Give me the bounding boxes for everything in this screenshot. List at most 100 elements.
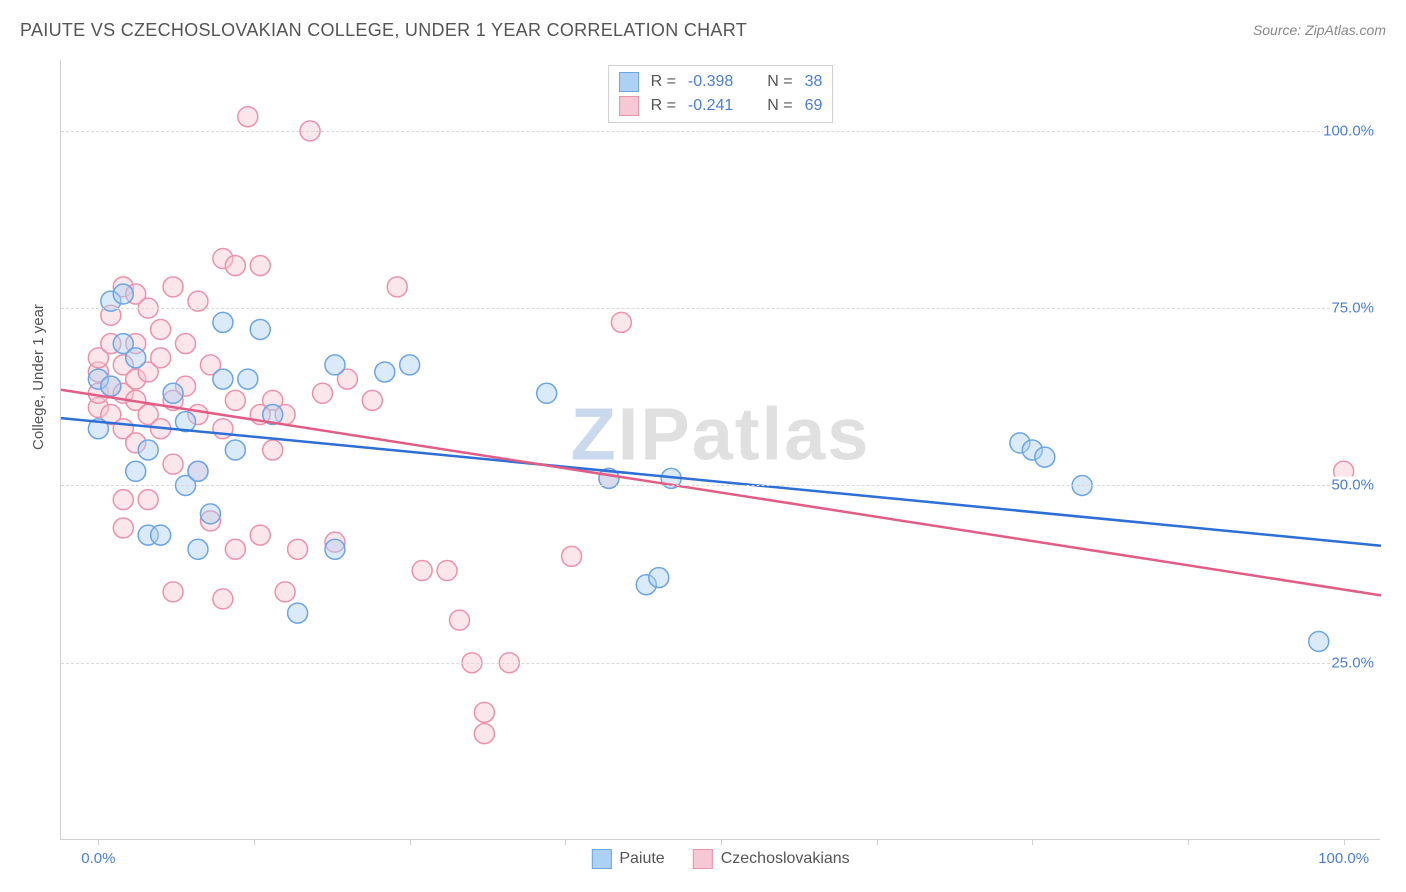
scatter-point — [649, 568, 669, 588]
scatter-point — [225, 390, 245, 410]
legend-swatch-paiute — [619, 72, 639, 92]
chart-title: PAIUTE VS CZECHOSLOVAKIAN COLLEGE, UNDER… — [20, 20, 747, 41]
scatter-point — [288, 603, 308, 623]
x-tick-mark — [254, 839, 255, 845]
x-tick-mark — [98, 839, 99, 845]
x-tick-label: 100.0% — [1318, 850, 1369, 867]
scatter-point — [225, 440, 245, 460]
r-label: R = — [651, 97, 676, 115]
scatter-point — [163, 582, 183, 602]
scatter-point — [163, 454, 183, 474]
x-tick-mark — [1188, 839, 1189, 845]
scatter-point — [238, 107, 258, 127]
scatter-point — [225, 539, 245, 559]
scatter-point — [375, 362, 395, 382]
y-tick-label: 25.0% — [1331, 654, 1382, 671]
r-value-paiute: -0.398 — [688, 73, 733, 91]
y-axis-label: College, Under 1 year — [30, 304, 47, 450]
scatter-point — [474, 702, 494, 722]
scatter-point — [213, 589, 233, 609]
scatter-point — [537, 383, 557, 403]
scatter-point — [1309, 631, 1329, 651]
scatter-point — [1035, 447, 1055, 467]
n-value-paiute: 38 — [805, 73, 823, 91]
legend-row-czech: R = -0.241 N = 69 — [619, 94, 823, 118]
scatter-point — [113, 490, 133, 510]
scatter-point — [225, 256, 245, 276]
x-tick-label: 0.0% — [81, 850, 115, 867]
scatter-point — [213, 419, 233, 439]
scatter-point — [188, 461, 208, 481]
scatter-point — [449, 610, 469, 630]
scatter-point — [250, 319, 270, 339]
correlation-legend: R = -0.398 N = 38 R = -0.241 N = 69 — [608, 65, 834, 123]
r-value-czech: -0.241 — [688, 97, 733, 115]
y-tick-label: 75.0% — [1331, 300, 1382, 317]
scatter-point — [138, 490, 158, 510]
gridline — [61, 485, 1380, 486]
scatter-point — [611, 312, 631, 332]
series-legend: Paiute Czechoslovakians — [591, 849, 849, 869]
legend-item-czech: Czechoslovakians — [693, 849, 850, 869]
x-tick-mark — [565, 839, 566, 845]
scatter-point — [562, 546, 582, 566]
scatter-point — [400, 355, 420, 375]
scatter-point — [213, 369, 233, 389]
scatter-point — [437, 561, 457, 581]
n-label: N = — [767, 73, 792, 91]
r-label: R = — [651, 73, 676, 91]
scatter-point — [163, 383, 183, 403]
scatter-point — [151, 319, 171, 339]
scatter-point — [250, 525, 270, 545]
legend-swatch-czech — [693, 849, 713, 869]
n-value-czech: 69 — [805, 97, 823, 115]
scatter-point — [126, 461, 146, 481]
scatter-point — [163, 277, 183, 297]
legend-row-paiute: R = -0.398 N = 38 — [619, 70, 823, 94]
scatter-point — [188, 539, 208, 559]
x-tick-mark — [877, 839, 878, 845]
scatter-point — [101, 376, 121, 396]
scatter-point — [325, 539, 345, 559]
gridline — [61, 663, 1380, 664]
scatter-point — [113, 518, 133, 538]
x-tick-mark — [1032, 839, 1033, 845]
x-tick-mark — [1344, 839, 1345, 845]
scatter-point — [275, 582, 295, 602]
source-attribution: Source: ZipAtlas.com — [1253, 22, 1386, 38]
x-tick-mark — [410, 839, 411, 845]
y-tick-label: 50.0% — [1331, 477, 1382, 494]
scatter-point — [250, 256, 270, 276]
scatter-point — [313, 383, 333, 403]
regression-line — [61, 390, 1381, 596]
scatter-point — [412, 561, 432, 581]
legend-swatch-paiute — [591, 849, 611, 869]
source-prefix: Source: — [1253, 22, 1305, 38]
gridline — [61, 308, 1380, 309]
scatter-point — [238, 369, 258, 389]
chart-plot-area: ZIPatlas R = -0.398 N = 38 R = -0.241 N … — [60, 60, 1380, 840]
scatter-point — [138, 440, 158, 460]
scatter-point — [113, 284, 133, 304]
legend-label-paiute: Paiute — [619, 850, 664, 868]
scatter-point — [200, 504, 220, 524]
scatter-point — [362, 390, 382, 410]
legend-label-czech: Czechoslovakians — [721, 850, 850, 868]
chart-svg — [61, 60, 1380, 839]
scatter-point — [263, 440, 283, 460]
scatter-point — [151, 525, 171, 545]
scatter-point — [387, 277, 407, 297]
scatter-point — [176, 334, 196, 354]
gridline — [61, 131, 1380, 132]
n-label: N = — [767, 97, 792, 115]
scatter-point — [288, 539, 308, 559]
scatter-point — [213, 312, 233, 332]
legend-item-paiute: Paiute — [591, 849, 664, 869]
source-name: ZipAtlas.com — [1305, 22, 1386, 38]
legend-swatch-czech — [619, 96, 639, 116]
scatter-point — [325, 355, 345, 375]
scatter-point — [151, 348, 171, 368]
scatter-point — [126, 348, 146, 368]
y-tick-label: 100.0% — [1323, 122, 1382, 139]
scatter-point — [474, 724, 494, 744]
